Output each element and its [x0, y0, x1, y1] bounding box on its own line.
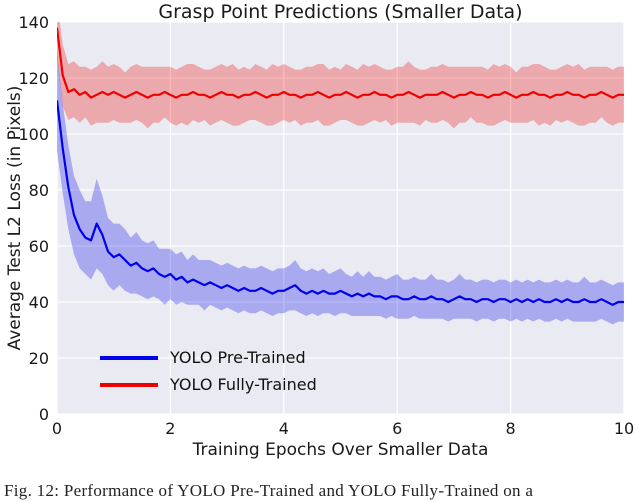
- x-axis-label: Training Epochs Over Smaller Data: [192, 440, 489, 460]
- legend-item-fullytrained: YOLO Fully-Trained: [100, 371, 317, 398]
- confidence-band-1: [57, 22, 624, 129]
- legend-line-blue: [100, 355, 158, 360]
- x-tick-label: 8: [506, 419, 516, 438]
- x-tick-label: 6: [392, 419, 402, 438]
- y-tick-label: 0: [39, 405, 49, 424]
- x-tick-label: 0: [52, 419, 62, 438]
- y-tick-label: 80: [29, 181, 49, 200]
- y-tick-label: 100: [18, 125, 49, 144]
- plot-area: [57, 22, 624, 414]
- x-tick-label: 2: [165, 419, 175, 438]
- legend-line-red: [100, 382, 158, 387]
- legend-label: YOLO Fully-Trained: [170, 375, 317, 394]
- x-tick-label: 10: [614, 419, 634, 438]
- series-line-1: [57, 27, 624, 99]
- y-tick-label: 140: [18, 13, 49, 32]
- chart-title: Grasp Point Predictions (Smaller Data): [158, 1, 523, 23]
- legend-item-pretrained: YOLO Pre-Trained: [100, 344, 317, 371]
- legend: YOLO Pre-Trained YOLO Fully-Trained: [100, 344, 317, 398]
- confidence-band-0: [57, 50, 624, 325]
- y-tick-label: 60: [29, 237, 49, 256]
- figure-caption: Fig. 12: Performance of YOLO Pre-Trained…: [4, 481, 534, 500]
- series-line-0: [57, 100, 624, 306]
- y-axis-label: Average Test L2 Loss (in Pixels): [5, 85, 25, 351]
- y-tick-label: 40: [29, 293, 49, 312]
- x-tick-label: 4: [279, 419, 289, 438]
- legend-label: YOLO Pre-Trained: [170, 348, 306, 367]
- figure: 0 20 40 60 80 100 120 140 0 2 4 6 8 10 Grasp Point Pr…: [5, 1, 634, 460]
- y-tick-label: 120: [18, 69, 49, 88]
- chart-plot: 0 20 40 60 80 100 120 140 0 2 4 6 8 10: [18, 13, 634, 438]
- y-tick-label: 20: [29, 349, 49, 368]
